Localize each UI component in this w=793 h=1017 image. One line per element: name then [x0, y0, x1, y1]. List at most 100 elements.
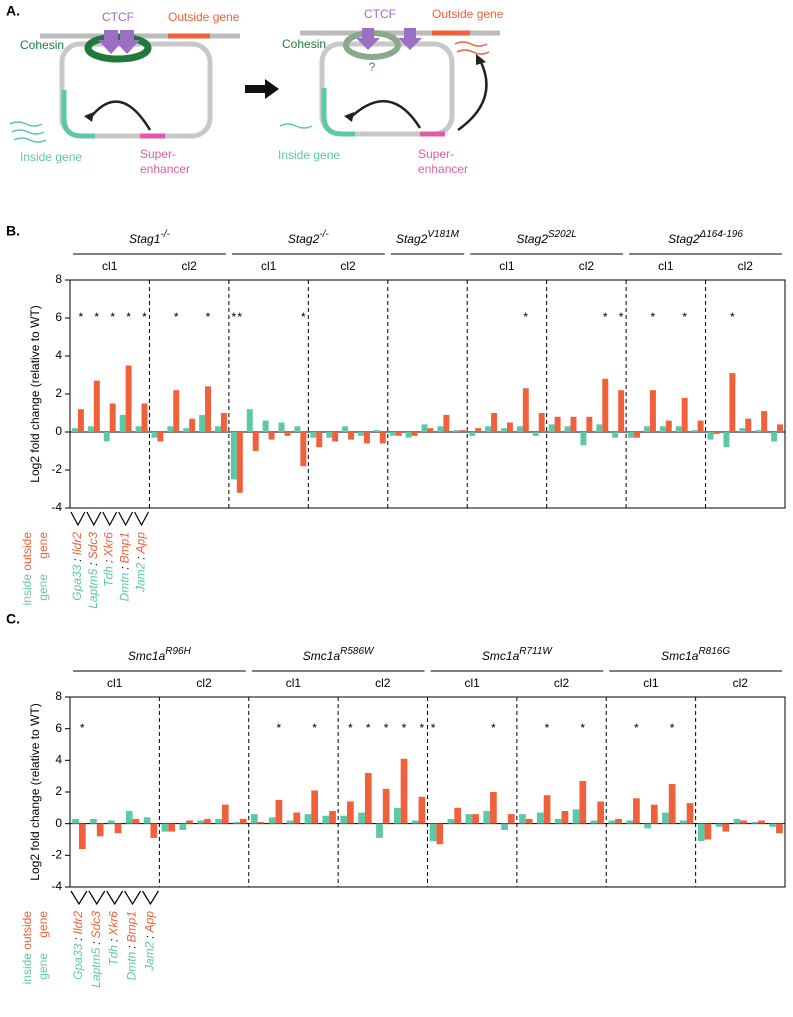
- inside-gene-bar: [197, 820, 205, 824]
- outside-gene-bar: [454, 807, 462, 824]
- diagram-after: [279, 28, 500, 137]
- inside-gene-bar: [608, 820, 616, 824]
- significance-star: *: [420, 721, 425, 735]
- inside-gene-bar: [548, 424, 555, 432]
- inside-gene-bar: [643, 426, 650, 432]
- outside-gene-bar: [665, 420, 672, 432]
- inside-gene-bar: [697, 823, 705, 842]
- inside-gene-bar: [214, 426, 221, 432]
- outside-gene-bar: [257, 822, 265, 824]
- inside-gene-bar: [376, 823, 383, 838]
- outside-gene-bar: [602, 378, 609, 432]
- significance-star: *: [237, 310, 242, 324]
- inside-gene-bar: [90, 818, 97, 824]
- outside-gene-bar: [329, 811, 336, 824]
- inside-gene-bar: [500, 428, 507, 432]
- inside-gene-bar: [755, 430, 762, 432]
- outside-gene-bar: [186, 820, 193, 824]
- genotype-name: Stag2: [288, 232, 320, 246]
- inside-gene-bar: [679, 820, 687, 824]
- outside-gene-bar: [443, 414, 450, 432]
- significance-star: *: [231, 310, 236, 324]
- panel-label: A.: [6, 3, 20, 19]
- y-tick-label: -2: [51, 462, 62, 476]
- inside-gene-bar: [151, 432, 158, 438]
- outside-gene-bar: [649, 390, 656, 432]
- inside-gene-bar: [532, 432, 539, 436]
- legend-label: outside: [20, 532, 34, 571]
- significance-star: *: [126, 310, 131, 324]
- inside-gene-bar: [233, 822, 240, 824]
- outside-gene-bar: [722, 823, 730, 832]
- outside-gene-bar: [561, 811, 569, 824]
- genotype-superscript: S202L: [548, 229, 577, 240]
- inside-gene-bar: [268, 817, 276, 824]
- outside-gene-bar: [293, 812, 301, 824]
- significance-star: *: [491, 721, 496, 735]
- significance-star: *: [682, 310, 687, 324]
- outside-gene-bar: [740, 820, 748, 824]
- inside-gene-bar: [572, 809, 580, 824]
- outside-gene-bar: [525, 818, 533, 824]
- pair-separator: :: [134, 556, 148, 559]
- outside-gene-name: Xkr6: [107, 911, 121, 937]
- inside-gene-bar: [483, 811, 491, 824]
- genotype-name: Smc1a: [482, 649, 520, 663]
- inside-gene-bar: [612, 432, 619, 438]
- inside-gene-bar: [662, 812, 669, 824]
- outside-gene-bar: [697, 420, 704, 432]
- outside-gene-bar: [189, 418, 196, 432]
- inside-gene-bar: [71, 428, 78, 432]
- significance-star: *: [431, 721, 436, 735]
- clone-label: cl1: [261, 259, 277, 273]
- genotype-superscript: -/-: [319, 229, 329, 240]
- outside-gene-bar: [284, 432, 291, 436]
- inside-gene-bar: [393, 807, 401, 824]
- outside-gene-bar: [311, 790, 319, 824]
- significance-star: *: [730, 310, 735, 324]
- clone-label: cl2: [375, 676, 391, 690]
- inside-gene-bar: [485, 426, 492, 432]
- inside-gene-bar: [411, 820, 419, 824]
- clone-label: cl1: [286, 676, 302, 690]
- genotype-label: Stag2S202L: [517, 229, 577, 247]
- significance-star: *: [110, 310, 115, 324]
- inside-gene-bar: [143, 817, 151, 824]
- outside-gene-label: Outside gene: [168, 10, 240, 24]
- outside-gene-bar: [150, 823, 158, 838]
- clone-label: cl1: [465, 676, 481, 690]
- outside-gene-bar: [220, 413, 227, 432]
- significance-star: *: [301, 310, 306, 324]
- inside-gene-bar: [519, 814, 526, 824]
- inside-gene-bar: [590, 820, 598, 824]
- outside-gene-bar: [615, 818, 622, 824]
- outside-gene-bar: [332, 432, 339, 442]
- pair-chevron: [102, 511, 118, 527]
- genotype-name: Smc1a: [303, 649, 341, 663]
- outside-gene-name: Ildr2: [71, 911, 85, 935]
- pair-separator: :: [107, 939, 121, 942]
- inside-gene-bar: [644, 823, 651, 829]
- legend-label: inside: [20, 953, 34, 985]
- inside-gene-bar: [87, 426, 94, 432]
- genotype-label: Smc1aR711W: [482, 646, 554, 664]
- question-mark: ?: [369, 60, 376, 74]
- inside-gene-bar: [286, 820, 294, 824]
- pair-chevron: [118, 511, 134, 527]
- ctcf-label: CTCF: [102, 10, 134, 24]
- gene-pair-label: Dmtn: Bmp1: [125, 911, 139, 980]
- inside-gene-bar: [107, 820, 115, 824]
- y-tick-label: 8: [55, 272, 62, 286]
- pair-chevron: [86, 511, 102, 527]
- inside-gene-bar: [278, 422, 285, 432]
- significance-star: *: [603, 310, 608, 324]
- outside-gene-bar: [650, 804, 658, 824]
- inside-gene-name: Dmtn: [125, 951, 139, 980]
- significance-star: *: [634, 721, 639, 735]
- inside-gene-bar: [167, 426, 174, 432]
- outside-gene-bar: [205, 386, 212, 432]
- pair-separator: :: [102, 560, 116, 563]
- outside-gene-bar: [507, 814, 515, 824]
- inside-gene-bar: [246, 409, 253, 432]
